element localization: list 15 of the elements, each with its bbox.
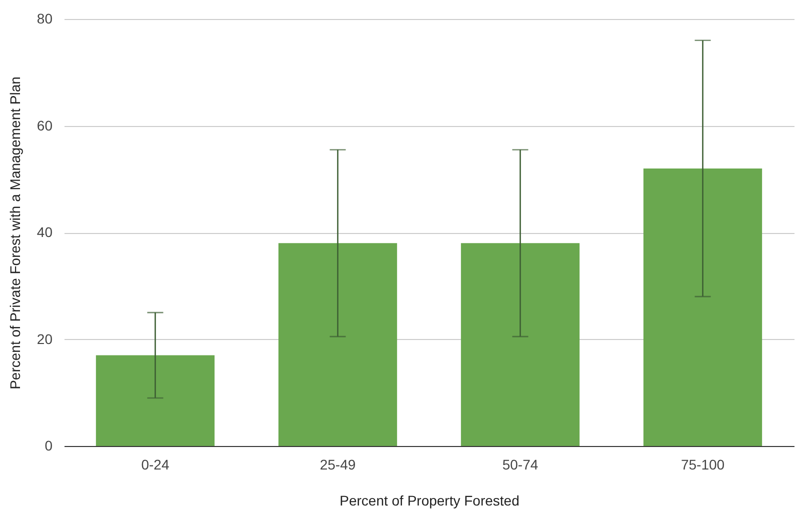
y-tick-label: 20 (36, 330, 53, 347)
y-tick-label: 40 (36, 224, 53, 240)
y-tick-label: 80 (36, 10, 53, 26)
bar (278, 243, 398, 446)
x-axis-title: Percent of Property Forested (340, 492, 520, 508)
bar (96, 355, 215, 446)
y-tick-label: 60 (36, 117, 53, 134)
x-tick-label: 50-74 (502, 456, 538, 472)
x-tick-label: 25-49 (320, 456, 356, 472)
bar (643, 168, 762, 446)
y-tick-label: 0 (44, 438, 53, 454)
x-tick-label: 0-24 (141, 456, 170, 472)
bar (460, 243, 580, 446)
x-tick-label: 75-100 (680, 456, 725, 472)
y-axis-title: Percent of Private Forest with a Management Plan (6, 76, 23, 390)
